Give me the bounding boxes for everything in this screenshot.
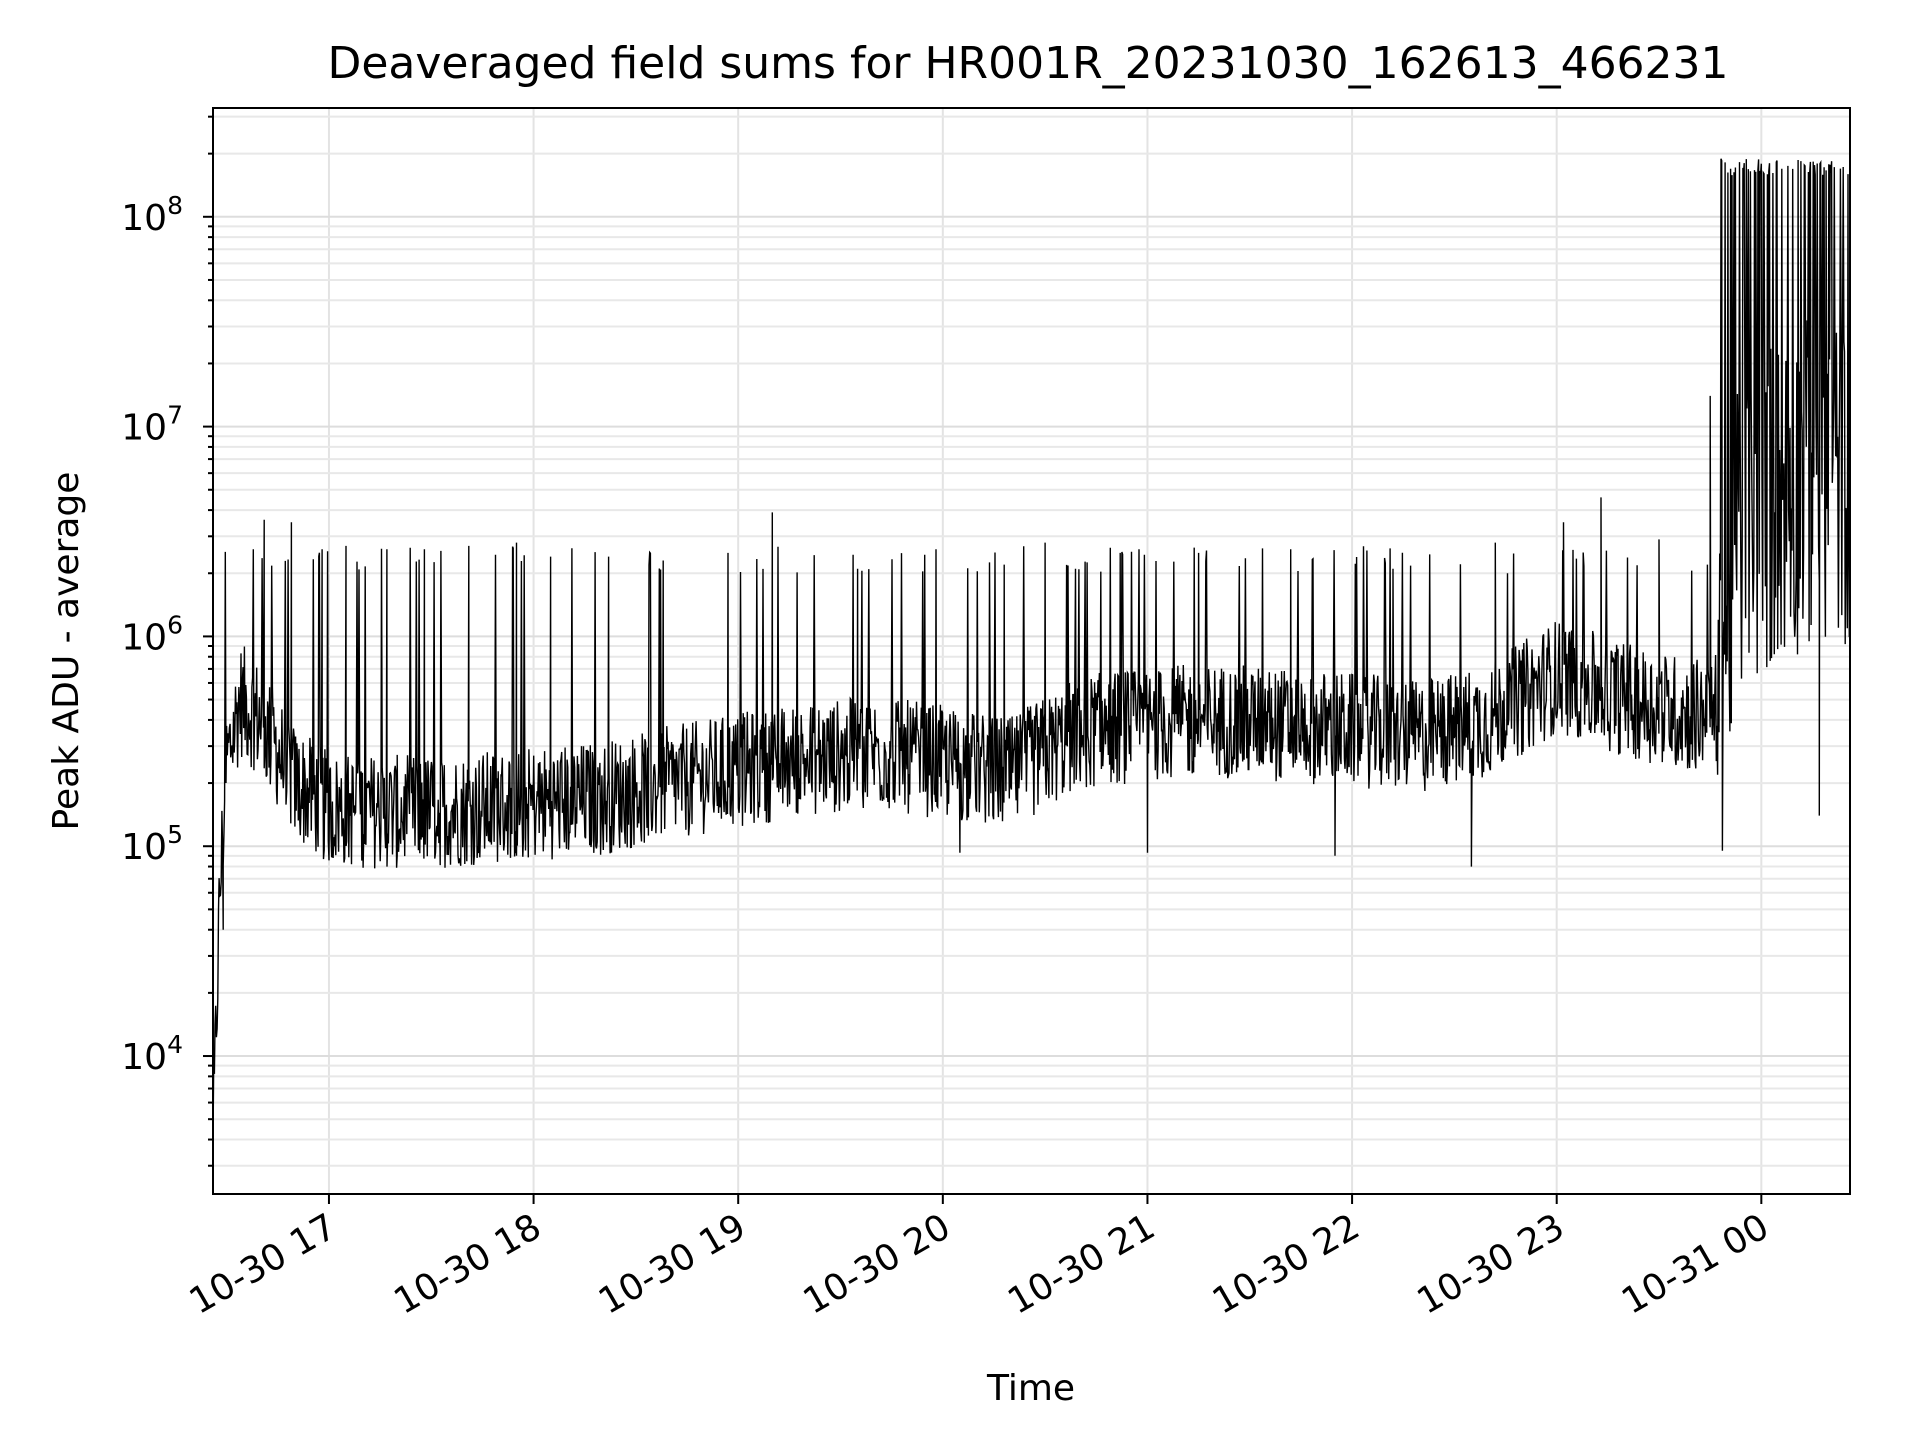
- plot-frame: [212, 107, 1851, 1195]
- y-tick-label: 107: [121, 401, 183, 449]
- x-axis-label: Time: [986, 1368, 1075, 1409]
- series-line: [212, 158, 1851, 1167]
- y-tick-label: 105: [121, 820, 183, 868]
- y-axis: 104 105 106 107 108: [121, 115, 213, 1167]
- y-tick-label: 108: [121, 191, 183, 239]
- y-tick-label: 104: [121, 1030, 183, 1078]
- series-group: [212, 158, 1851, 1167]
- y-tick-label: 106: [121, 610, 183, 658]
- y-axis-label: Peak ADU - average: [46, 472, 87, 831]
- chart-title: Deaveraged field sums for HR001R_2023103…: [327, 38, 1728, 89]
